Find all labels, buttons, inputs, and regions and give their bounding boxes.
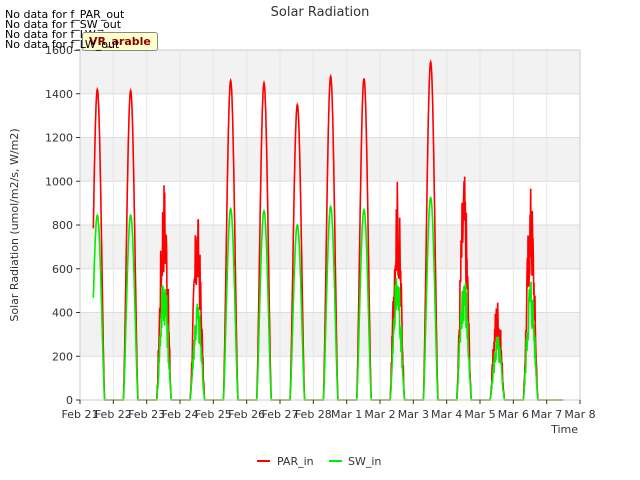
site-badge: VR_arable: [82, 32, 158, 51]
grid-band: [80, 312, 580, 357]
x-tick-label: Mar 7: [531, 408, 562, 421]
chart-title: Solar Radiation: [271, 5, 370, 20]
notice-f-lw-out: No data for f_LW_out: [5, 38, 120, 51]
x-tick-label: Feb 27: [262, 408, 299, 421]
y-tick-label: 800: [52, 219, 73, 232]
x-tick-label: Mar 6: [498, 408, 529, 421]
legend-label-sw-in: SW_in: [348, 455, 381, 468]
legend-label-par-in: PAR_in: [277, 455, 314, 468]
x-tick-label: Feb 24: [162, 408, 199, 421]
notice-f-lw-in: No data for f_LW_in: [5, 28, 112, 41]
legend: PAR_in SW_in: [257, 455, 381, 468]
x-tick-label: Mar 4: [431, 408, 462, 421]
y-tick-label: 600: [52, 263, 73, 276]
x-tick-label: Mar 5: [464, 408, 495, 421]
x-tick-label: Feb 28: [295, 408, 332, 421]
x-tick-label: Feb 25: [195, 408, 232, 421]
y-tick-label: 1200: [45, 132, 73, 145]
x-tick-label: Feb 22: [95, 408, 132, 421]
y-tick-label: 1400: [45, 88, 73, 101]
x-tick-label: Mar 1: [331, 408, 362, 421]
notice-f-par-out: No data for f_PAR_out: [5, 8, 125, 21]
y-tick-label: 0: [66, 394, 73, 407]
grid-band: [80, 225, 580, 269]
x-tick-label: Feb 26: [228, 408, 265, 421]
x-tick-label: Mar 8: [564, 408, 595, 421]
y-tick-label: 1600: [45, 44, 73, 57]
grid-band: [80, 137, 580, 182]
x-tick-label: Feb 21: [62, 408, 99, 421]
x-tick-label: Mar 3: [398, 408, 429, 421]
notice-f-sw-out: No data for f_SW_out: [5, 18, 122, 31]
y-tick-label: 200: [52, 350, 73, 363]
y-axis: 0 200 400 600 800 1000 1200 1400 1600: [45, 44, 80, 407]
y-tick-label: 400: [52, 307, 73, 320]
y-tick-label: 1000: [45, 175, 73, 188]
y-axis-label: Solar Radiation (umol/m2/s, W/m2): [8, 128, 21, 321]
x-tick-label: Feb 23: [128, 408, 165, 421]
x-axis-label: Time: [550, 423, 578, 436]
x-tick-label: Mar 2: [364, 408, 395, 421]
